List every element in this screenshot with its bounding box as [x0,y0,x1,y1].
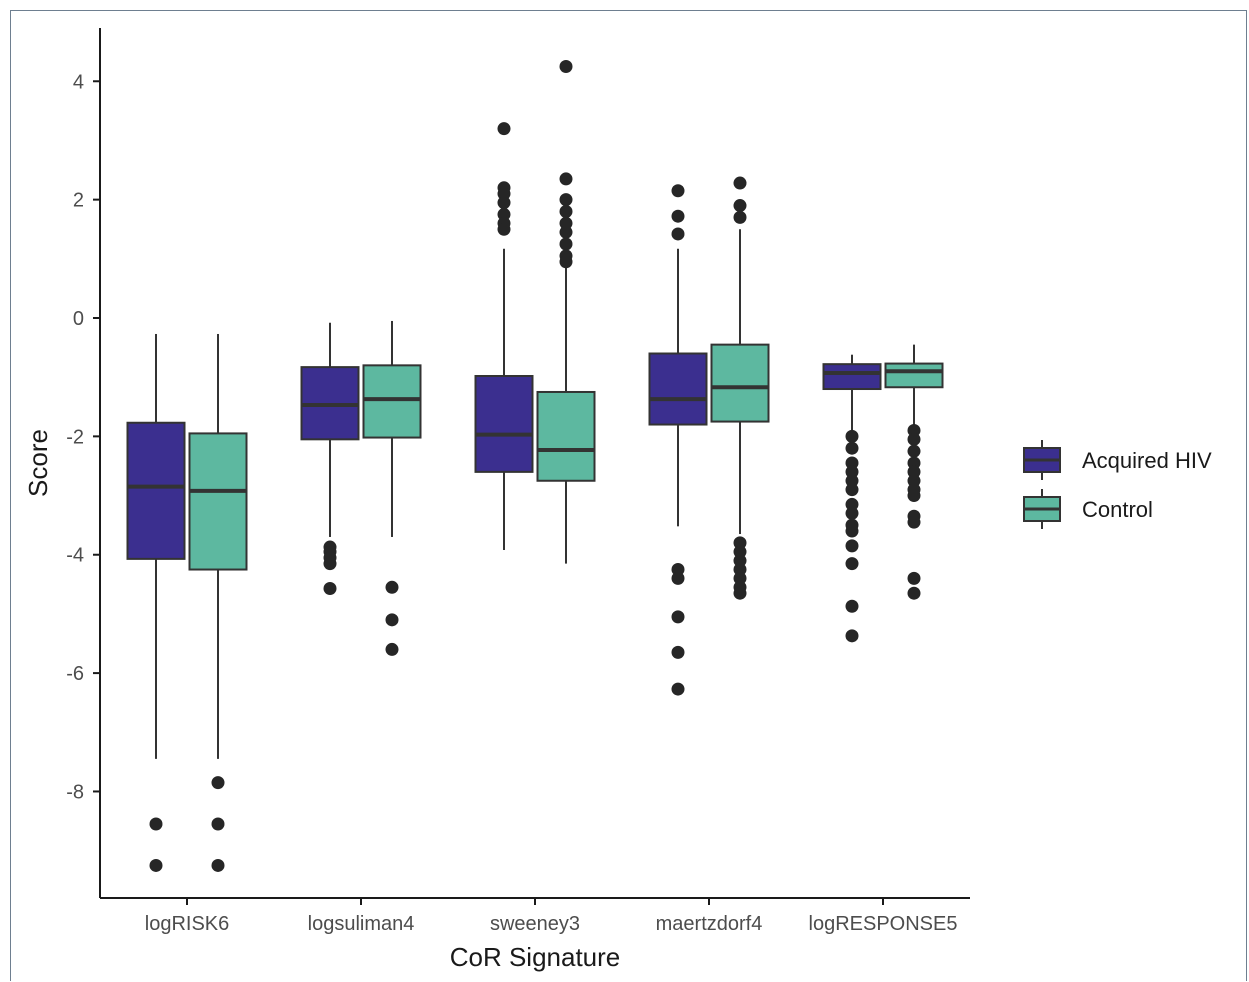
x-tick-label: logRESPONSE5 [809,913,958,935]
outlier-point [733,199,747,213]
outlier-point [907,515,921,529]
outlier-point [845,599,859,613]
x-tick-label: sweeney3 [490,913,580,935]
y-tick-label: 4 [73,71,84,93]
outlier-point [671,682,685,696]
outlier-point [907,586,921,600]
outlier-point [385,642,399,656]
box-sweeney3-control [536,59,596,564]
outlier-point [211,858,225,872]
outlier-point [497,222,511,236]
y-tick-label: 2 [73,190,84,212]
outlier-point [845,539,859,553]
outlier-point [907,444,921,458]
box-maertzdorf4-control [710,176,770,600]
y-axis-title: Score [23,429,53,497]
y-tick-label: -6 [66,663,84,685]
outlier-point [671,184,685,198]
y-tick-label: 0 [73,308,84,330]
outlier-point [211,776,225,790]
outlier-point [671,610,685,624]
box-logRESPONSE5-control [884,344,944,600]
outlier-point [149,858,163,872]
box-logRISK6-control [188,333,248,872]
x-ticks: logRISK6 logsuliman4 sweeney3 maertzdorf4 lo… [145,898,958,935]
outlier-point [671,645,685,659]
outlier-point [907,432,921,446]
box-iqr [648,352,708,426]
y-tick-label: -8 [66,781,84,803]
legend-key-control [1023,489,1061,529]
outlier-point [559,59,573,73]
x-tick-label: logsuliman4 [308,913,415,935]
box-iqr [474,375,534,473]
outlier-point [323,557,337,571]
outlier-point [845,524,859,538]
box-logRESPONSE5-acquired-hiv [822,354,882,643]
outlier-point [497,122,511,136]
y-tick-label: -4 [66,545,84,567]
outlier-point [671,227,685,241]
legend-label: Acquired HIV [1082,448,1212,473]
outlier-point [559,193,573,207]
outlier-point [559,204,573,218]
y-tick-label: -2 [66,426,84,448]
outlier-point [559,225,573,239]
outlier-point [907,489,921,503]
outlier-point [845,441,859,455]
outlier-point [559,172,573,186]
x-tick-label: logRISK6 [145,913,230,935]
outlier-point [385,613,399,627]
box-iqr [188,432,248,571]
box-logRISK6-acquired-hiv [126,333,186,872]
box-iqr [362,364,422,439]
outlier-point [323,581,337,595]
outlier-point [497,196,511,210]
outlier-point [385,580,399,594]
outlier-point [211,817,225,831]
legend-key-acquired-hiv [1023,440,1061,480]
box-iqr [884,362,944,389]
outlier-point [149,817,163,831]
box-iqr [536,390,596,482]
outlier-point [733,586,747,600]
y-ticks: 4 2 0 -2 -4 -6 -8 [66,71,100,803]
outlier-point [559,255,573,269]
outlier-point [845,506,859,520]
legend: Acquired HIV Control [1023,440,1212,529]
outlier-point [671,571,685,585]
box-sweeney3-acquired-hiv [474,122,534,550]
outlier-point [559,237,573,251]
box-iqr [710,343,770,423]
box-logsuliman4-acquired-hiv [300,322,360,595]
legend-label: Control [1082,497,1153,522]
box-iqr [822,363,882,391]
outlier-point [845,557,859,571]
figure-frame [10,10,1247,981]
x-axis-title: CoR Signature [450,942,621,972]
plot-area [126,59,944,872]
outlier-point [845,429,859,443]
box-logsuliman4-control [362,320,422,656]
outlier-point [671,209,685,223]
box-maertzdorf4-acquired-hiv [648,184,708,696]
outlier-point [733,176,747,190]
outlier-point [845,629,859,643]
box-iqr [126,421,186,560]
x-tick-label: maertzdorf4 [656,913,763,935]
outlier-point [845,483,859,497]
outlier-point [907,571,921,585]
outlier-point [733,210,747,224]
